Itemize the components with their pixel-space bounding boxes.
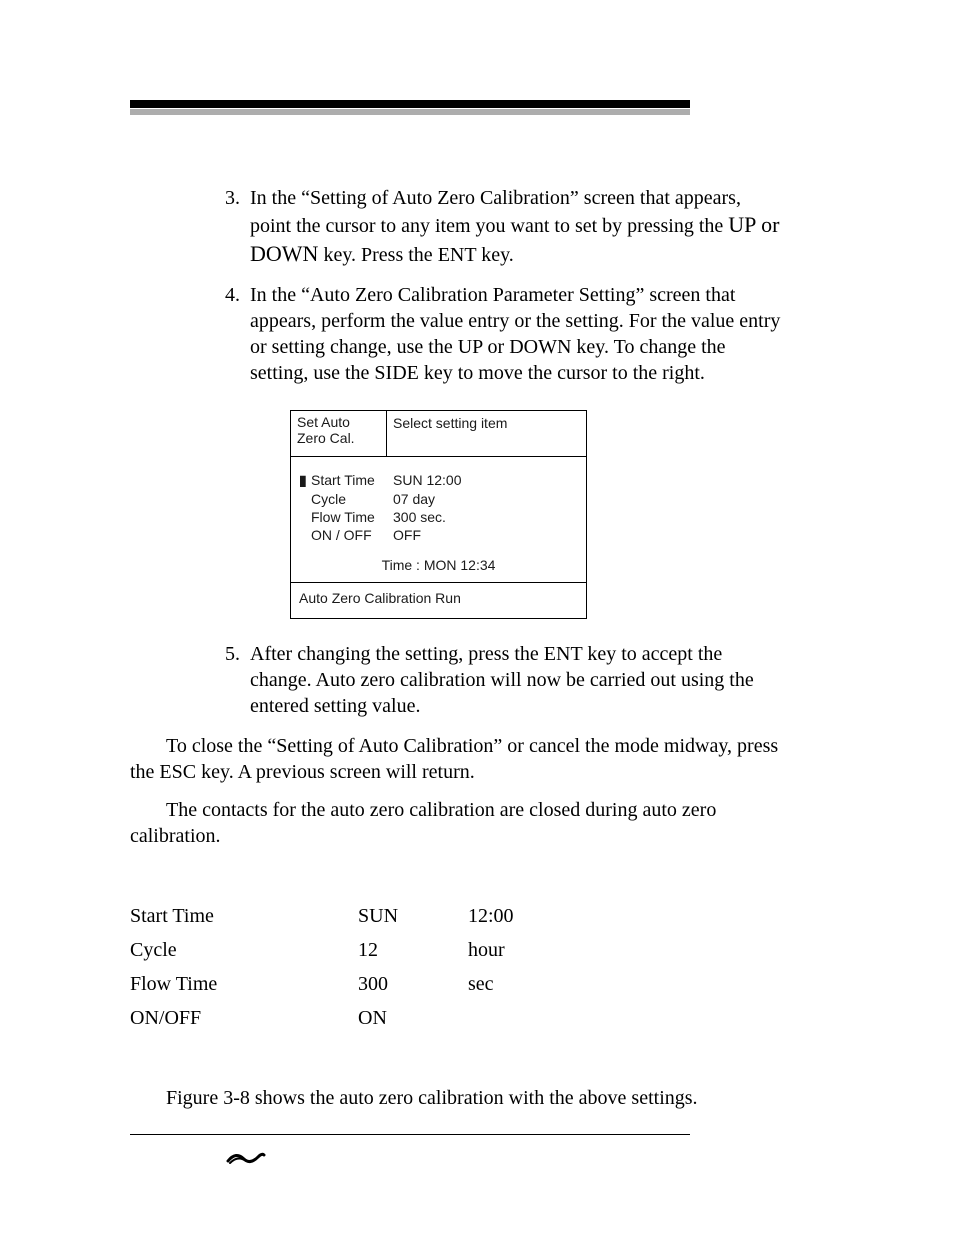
cell-value-2 <box>468 1005 568 1031</box>
cell-value-1: SUN <box>358 903 468 929</box>
row-label: Start Time <box>311 471 393 489</box>
row-value: OFF <box>393 526 578 544</box>
cell-value-1: ON <box>358 1005 468 1031</box>
row-label: Flow Time <box>311 508 393 526</box>
key-ent: ENT <box>438 244 477 266</box>
screen-title-l1: Set Auto <box>297 414 380 430</box>
figure-caption: Figure 3-8 shows the auto zero calibrati… <box>130 1085 824 1111</box>
row-value: SUN 12:00 <box>393 471 578 489</box>
table-row: Cycle 12 hour <box>130 933 824 967</box>
cell-value-2: sec <box>468 971 568 997</box>
cell-label: Flow Time <box>130 971 358 997</box>
list-number: 3. <box>210 185 250 268</box>
screen-title-l2: Zero Cal. <box>297 430 380 446</box>
text-run: In the “Setting of Auto Zero Calibration… <box>250 187 741 237</box>
lcd-screen: Set Auto Zero Cal. Select setting item ▮… <box>290 410 587 618</box>
screen-row-start-time: ▮ Start Time SUN 12:00 <box>299 471 578 489</box>
ordered-list: 3. In the “Setting of Auto Zero Calibrat… <box>210 185 784 719</box>
list-number: 5. <box>210 641 250 719</box>
list-item-3: 3. In the “Setting of Auto Zero Calibrat… <box>210 185 784 268</box>
cell-value-2: hour <box>468 937 568 963</box>
page: 3. In the “Setting of Auto Zero Calibrat… <box>0 0 954 1235</box>
screen-footer: Auto Zero Calibration Run <box>291 583 586 617</box>
settings-table: Start Time SUN 12:00 Cycle 12 hour Flow … <box>130 899 824 1035</box>
row-label: ON / OFF <box>311 526 393 544</box>
cell-label: Cycle <box>130 937 358 963</box>
cell-value-2: 12:00 <box>468 903 568 929</box>
row-value: 07 day <box>393 490 578 508</box>
cell-value-1: 300 <box>358 971 468 997</box>
header-rule-thin <box>130 109 690 115</box>
paragraph-contacts: The contacts for the auto zero calibrati… <box>130 797 784 849</box>
cursor-icon: ▮ <box>299 471 311 489</box>
list-text: In the “Auto Zero Calibration Parameter … <box>250 282 784 386</box>
screen-header: Set Auto Zero Cal. Select setting item <box>291 411 586 457</box>
table-row: ON/OFF ON <box>130 1001 824 1035</box>
table-row: Start Time SUN 12:00 <box>130 899 824 933</box>
row-label: Cycle <box>311 490 393 508</box>
footer-rule <box>130 1134 690 1135</box>
screen-clock: Time : MON 12:34 <box>299 556 578 574</box>
footer-logo-icon <box>226 1149 266 1167</box>
paragraph-close: To close the “Setting of Auto Calibratio… <box>130 733 784 785</box>
list-text: After changing the setting, press the EN… <box>250 641 784 719</box>
list-item-4: 4. In the “Auto Zero Calibration Paramet… <box>210 282 784 386</box>
cell-label: ON/OFF <box>130 1005 358 1031</box>
content-body: 3. In the “Setting of Auto Zero Calibrat… <box>130 185 824 1111</box>
screen-row-flow-time: Flow Time 300 sec. <box>299 508 578 526</box>
row-value: 300 sec. <box>393 508 578 526</box>
text-run: key. Press the <box>318 244 437 266</box>
table-row: Flow Time 300 sec <box>130 967 824 1001</box>
screen-container: Set Auto Zero Cal. Select setting item ▮… <box>250 400 784 634</box>
list-text: In the “Setting of Auto Zero Calibration… <box>250 185 784 268</box>
screen-row-cycle: Cycle 07 day <box>299 490 578 508</box>
cell-value-1: 12 <box>358 937 468 963</box>
list-number: 4. <box>210 282 250 386</box>
list-number-empty <box>210 400 250 634</box>
screen-prompt: Select setting item <box>387 411 586 456</box>
screen-body: ▮ Start Time SUN 12:00 Cycle 07 day <box>291 457 586 583</box>
header-rule-thick <box>130 100 690 108</box>
text-run: key. <box>476 244 514 266</box>
screen-title: Set Auto Zero Cal. <box>291 411 387 456</box>
list-item-screen: Set Auto Zero Cal. Select setting item ▮… <box>210 400 784 634</box>
list-item-5: 5. After changing the setting, press the… <box>210 641 784 719</box>
screen-row-on-off: ON / OFF OFF <box>299 526 578 544</box>
cell-label: Start Time <box>130 903 358 929</box>
